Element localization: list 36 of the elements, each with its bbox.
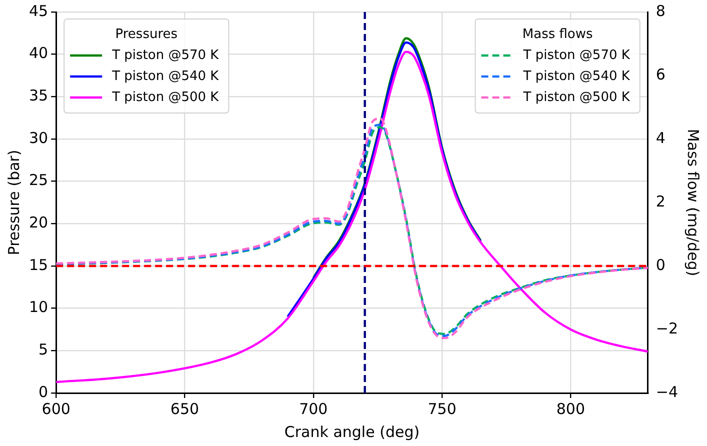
y2-tick-label: 2	[656, 192, 666, 210]
y2-tick-label: −4	[656, 382, 678, 401]
y-axis-title: Pressure (bar)	[4, 150, 23, 256]
annotation: Mass flows	[522, 26, 594, 42]
y2-tick-label: 8	[656, 2, 666, 20]
line-series	[286, 41, 482, 318]
x-tick-label: 650	[170, 400, 200, 418]
legend-label: T piston @540 K	[111, 68, 220, 84]
x-tick-label: 750	[428, 400, 456, 418]
y-tick-label: 40	[28, 44, 48, 62]
legend-label: T piston @500 K	[111, 90, 220, 105]
line-series	[312, 37, 482, 279]
y-tick-label: 30	[28, 128, 48, 147]
x-tick-label: 700	[299, 400, 328, 418]
y2-tick-label: 0	[656, 256, 666, 274]
y2-tick-label: −2	[656, 319, 678, 338]
legend-label: T piston @570 K	[111, 48, 220, 63]
y-tick-label: 10	[28, 298, 48, 316]
x-tick-label: 800	[556, 400, 586, 418]
y2-tick-label: 6	[656, 65, 666, 84]
legend-label: T piston @540 K	[522, 68, 630, 84]
legend-label: T piston @500 K	[522, 90, 630, 105]
legend-label: T piston @570 K	[522, 48, 630, 63]
y-tick-label: 25	[28, 171, 48, 190]
y2-axis-title: Mass flow (mg/deg)	[684, 128, 702, 276]
y-tick-label: 20	[28, 214, 48, 232]
y-tick-label: 15	[28, 256, 48, 274]
legend-title: Pressures	[115, 26, 178, 42]
x-axis-title: Crank angle (deg)	[284, 422, 420, 441]
y2-tick-label: 4	[656, 128, 666, 147]
x-tick-label: 600	[42, 400, 70, 418]
y-tick-label: 45	[28, 2, 48, 20]
y-tick-label: 0	[38, 382, 48, 401]
y-tick-label: 5	[38, 340, 48, 359]
y-tick-label: 35	[28, 86, 48, 105]
line-series	[56, 50, 648, 384]
